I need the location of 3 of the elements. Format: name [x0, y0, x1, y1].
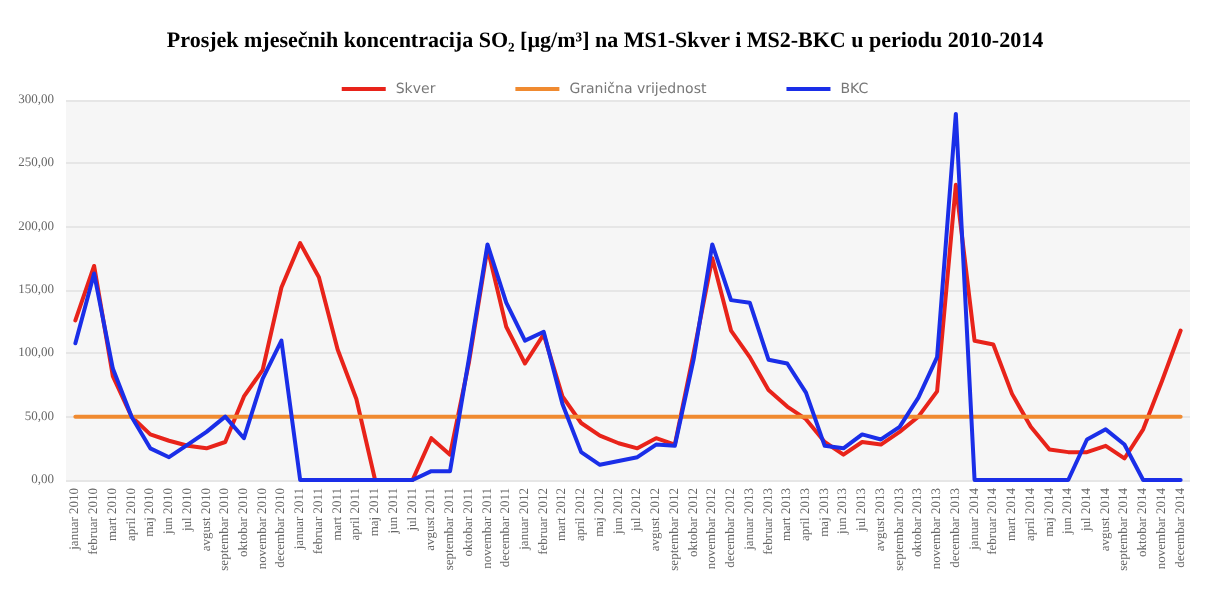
- line-series: [73, 182, 1183, 482]
- chart-title: Prosjek mjesečnih koncentracija SO₂ [µg/m³] na MS1-Skver i MS2-BKC u periodu 2010-2014: [166, 29, 1045, 53]
- line-series: [73, 111, 1183, 482]
